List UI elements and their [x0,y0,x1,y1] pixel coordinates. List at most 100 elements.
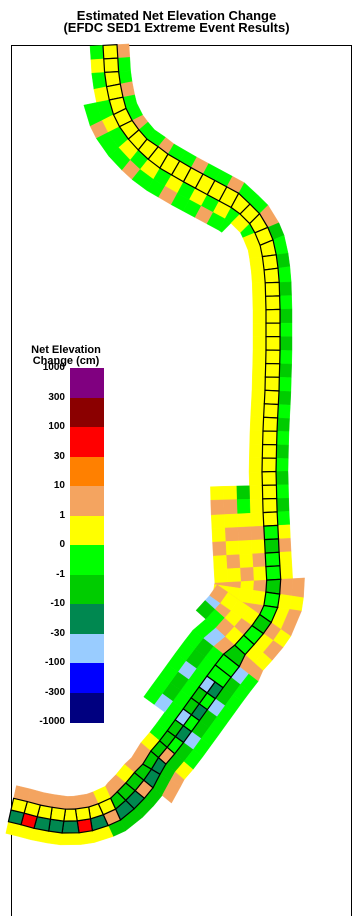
river-cell [239,554,253,568]
river-cell [265,552,280,566]
river-cell [279,538,292,552]
river-cell [276,485,288,499]
river-cell [239,540,253,554]
river-cell [250,513,264,527]
river-cell [278,525,291,539]
legend-swatch [70,486,104,516]
river-cell [227,568,241,582]
river-cell [249,458,262,473]
river-cell [253,350,266,364]
river-cell [276,445,288,459]
river-cell [60,833,80,845]
river-cell [265,364,279,378]
river-cell [264,268,279,283]
river-cell [253,567,267,581]
river-cell [117,44,130,58]
river-cell [280,337,292,351]
river-cell [263,499,277,513]
river-cell [264,390,279,404]
river-cell [253,296,266,310]
river-cell [226,555,240,569]
river-cell [262,458,276,472]
river-cell [11,798,27,813]
river-cell [251,526,265,540]
river-cell [250,417,264,431]
river-cell [251,390,265,404]
legend-tick-label: -100 [15,658,65,668]
legend-swatch [70,693,104,723]
river-cell [252,553,266,567]
river-cell [280,579,293,596]
legend-swatch [70,604,104,634]
river-cell [50,807,65,821]
river-cell [266,566,281,580]
legend-swatch [70,545,104,575]
legend-tick-label: 300 [15,393,65,403]
river-cell [237,513,251,527]
river-cell [62,821,79,833]
river-cell [262,255,278,270]
river-cell [252,283,265,297]
legend-tick-label: 100 [15,422,65,432]
legend-swatch [70,575,104,605]
river-cell [52,795,67,810]
river-cell [212,528,226,542]
legend-tick-label: 1000 [15,363,65,373]
river-cell [262,472,276,486]
river-cell [252,363,265,377]
river-cell [280,309,292,323]
legend-tick-label: -1 [15,570,65,580]
river-cell [292,578,305,598]
river-cell [262,445,276,459]
river-cell [249,472,262,486]
river-cell [266,296,280,310]
river-cell [253,580,267,592]
river-cell [237,499,250,514]
river-cell [277,418,290,432]
legend-tick-label: -30 [15,629,65,639]
river-cell [250,257,265,272]
river-cell [264,525,279,539]
river-cell [266,309,280,323]
legend-swatch [70,398,104,428]
river-cell [252,540,266,554]
river-cell [224,500,238,515]
river-cell [263,417,278,431]
legend-swatch [70,663,104,693]
river-cell [280,296,292,310]
legend-tick-label: 30 [15,452,65,462]
legend-swatch [70,427,104,457]
river-cell [264,404,279,418]
river-cell [226,541,240,555]
river-cell [277,511,290,525]
river-cell [214,569,228,583]
river-cell [103,45,118,59]
river-cell [225,527,239,541]
legend-swatch [70,457,104,487]
legend-tick-label: -10 [15,599,65,609]
river-cell [265,539,280,553]
river-cell [279,282,291,296]
river-cell [236,486,249,500]
legend-tick-label: -300 [15,688,65,698]
river-cell [266,323,280,337]
river-cell [211,515,225,529]
river-cell [251,403,265,417]
river-cell [211,500,225,515]
legend-tick-label: -1000 [15,717,65,727]
river-cell [266,350,280,364]
river-cell [262,485,276,499]
river-cell [251,270,265,283]
river-cell [249,485,262,499]
river-cell [223,486,236,500]
river-cell [213,555,227,569]
river-cell [279,552,292,566]
river-cell [91,59,105,73]
river-cell [276,458,288,471]
river-cell [249,444,262,458]
legend-swatch [70,516,104,546]
legend-tick-label: 10 [15,481,65,491]
river-cell [278,405,291,419]
river-cell [276,471,288,485]
river-cell [118,57,131,71]
